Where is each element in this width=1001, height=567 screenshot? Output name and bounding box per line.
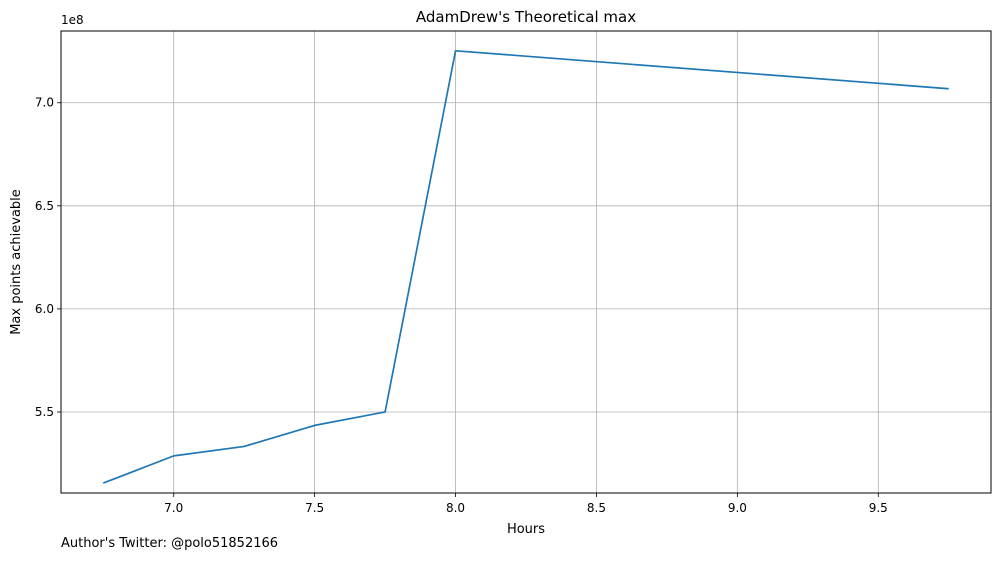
x-tick-label: 9.0: [728, 501, 747, 515]
x-tick-label: 7.0: [164, 501, 183, 515]
x-axis-label: Hours: [507, 522, 545, 537]
y-tick-label: 7.0: [35, 96, 54, 110]
y-axis-label: Max points achievable: [9, 189, 24, 335]
y-tick-label: 6.5: [35, 199, 54, 213]
plot-frame: [60, 30, 992, 494]
x-tick-label: 7.5: [305, 501, 324, 515]
series-layer: [102, 49, 949, 484]
author-note: Author's Twitter: @polo51852166: [61, 536, 279, 551]
y-tick-label: 6.0: [35, 302, 54, 316]
axis-ticks: 7.0 7.5 8.0 8.5 9.0 9.5 5.5 6.0 6.5 7.0: [35, 96, 888, 515]
x-tick-label: 8.0: [446, 501, 465, 515]
x-tick-label: 8.5: [587, 501, 606, 515]
y-offset-label: 1e8: [61, 13, 84, 27]
grid-lines: [61, 31, 991, 493]
x-tick-label: 9.5: [869, 501, 888, 515]
series-line: [102, 49, 949, 484]
y-tick-label: 5.5: [35, 405, 54, 419]
chart-title: AdamDrew's Theoretical max: [416, 8, 636, 26]
